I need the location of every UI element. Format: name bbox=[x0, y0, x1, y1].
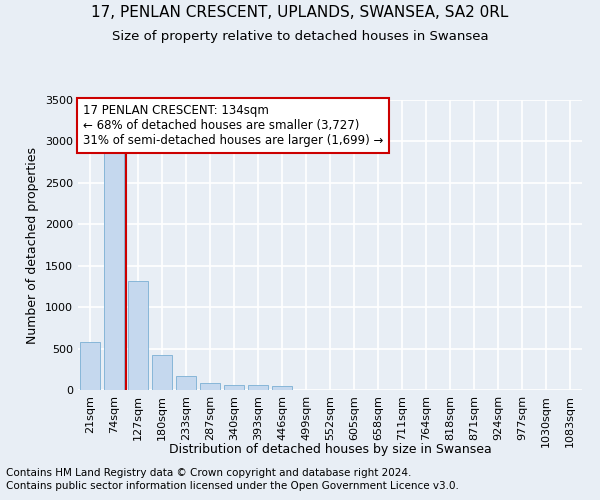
Text: Contains HM Land Registry data © Crown copyright and database right 2024.: Contains HM Land Registry data © Crown c… bbox=[6, 468, 412, 477]
Bar bbox=[104, 150, 124, 390]
Bar bbox=[176, 376, 196, 390]
Bar bbox=[80, 342, 100, 390]
Bar bbox=[200, 384, 220, 390]
Text: 17 PENLAN CRESCENT: 134sqm
← 68% of detached houses are smaller (3,727)
31% of s: 17 PENLAN CRESCENT: 134sqm ← 68% of deta… bbox=[83, 104, 383, 148]
Text: Contains public sector information licensed under the Open Government Licence v3: Contains public sector information licen… bbox=[6, 481, 459, 491]
Text: Distribution of detached houses by size in Swansea: Distribution of detached houses by size … bbox=[169, 442, 491, 456]
Text: Size of property relative to detached houses in Swansea: Size of property relative to detached ho… bbox=[112, 30, 488, 43]
Text: 17, PENLAN CRESCENT, UPLANDS, SWANSEA, SA2 0RL: 17, PENLAN CRESCENT, UPLANDS, SWANSEA, S… bbox=[91, 5, 509, 20]
Y-axis label: Number of detached properties: Number of detached properties bbox=[26, 146, 40, 344]
Bar bbox=[128, 282, 148, 390]
Bar bbox=[152, 355, 172, 390]
Bar bbox=[248, 386, 268, 390]
Bar bbox=[272, 386, 292, 390]
Bar bbox=[224, 385, 244, 390]
